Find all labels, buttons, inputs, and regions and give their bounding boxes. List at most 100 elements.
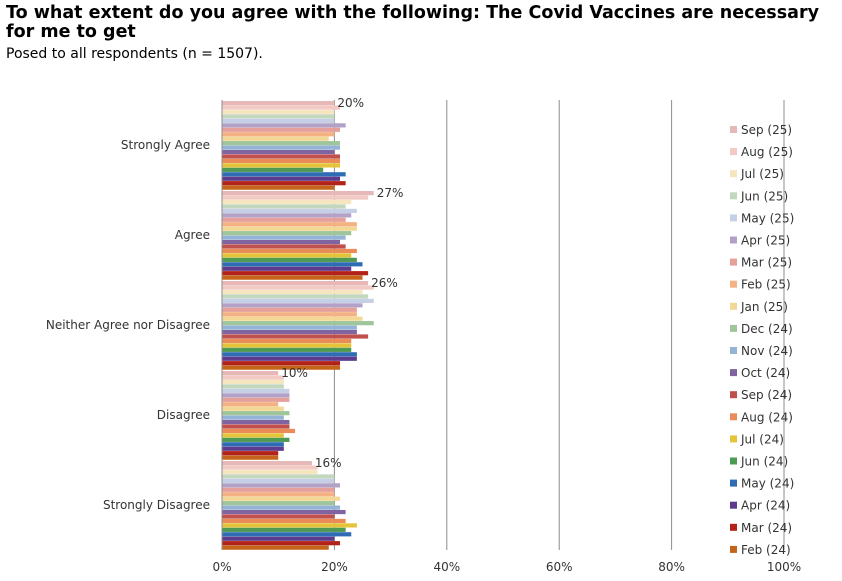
bar <box>222 213 352 218</box>
bar <box>222 437 290 442</box>
bar <box>222 195 369 200</box>
bar <box>222 446 284 451</box>
gridlines <box>333 100 785 550</box>
chart-subtitle: Posed to all respondents (n = 1507). <box>6 46 263 62</box>
x-tick-label: 60% <box>546 560 573 574</box>
bar <box>222 275 363 280</box>
bar <box>222 424 290 429</box>
legend-label: Jan (25) <box>740 300 788 314</box>
legend-label: Mar (24) <box>741 521 792 535</box>
bar <box>222 406 284 411</box>
bar <box>222 402 279 407</box>
legend-swatch <box>730 214 737 222</box>
bar <box>222 167 324 172</box>
legend-swatch <box>730 457 737 465</box>
bar <box>222 222 357 227</box>
data-label: 20% <box>337 96 364 110</box>
bar <box>222 307 357 312</box>
legend-swatch <box>730 347 737 354</box>
bar <box>222 496 341 501</box>
bar <box>222 411 290 416</box>
category-label: Agree <box>175 228 210 242</box>
bar <box>222 185 335 190</box>
bar <box>222 176 341 181</box>
legend-swatch <box>730 523 737 531</box>
category-label: Neither Agree nor Disagree <box>46 318 210 332</box>
bar <box>222 388 290 393</box>
x-tick-label: 80% <box>658 560 685 574</box>
legend-swatch <box>730 280 737 288</box>
bar <box>222 365 341 370</box>
bar <box>222 204 346 209</box>
bar <box>222 361 341 366</box>
bar <box>222 461 312 466</box>
bar <box>222 281 369 286</box>
bar <box>222 371 279 376</box>
legend-swatch <box>730 126 737 133</box>
bar <box>222 514 335 519</box>
legend-label: Feb (24) <box>741 543 791 557</box>
bar <box>222 505 341 510</box>
bar <box>222 101 335 106</box>
legend-label: Aug (24) <box>741 410 793 424</box>
bar <box>222 397 290 402</box>
x-tick-label: 20% <box>321 560 348 574</box>
bar <box>222 109 335 115</box>
bar <box>222 469 318 475</box>
bar <box>222 316 363 321</box>
bar <box>222 523 357 528</box>
legend: Sep (25) Aug (25) Jul (25) Jun (25) May (25)… <box>730 123 794 557</box>
bar <box>222 257 357 262</box>
bar <box>222 136 329 141</box>
legend-label: Jul (25) <box>740 167 784 181</box>
bar <box>222 158 341 164</box>
bar <box>222 393 290 398</box>
bar <box>222 114 335 119</box>
bar <box>222 132 335 137</box>
legend-swatch <box>730 479 737 487</box>
legend-label: Apr (24) <box>741 499 790 513</box>
bar <box>222 451 279 456</box>
bar <box>222 478 335 483</box>
legend-swatch <box>730 501 737 509</box>
legend-label: Dec (24) <box>741 322 793 336</box>
bar <box>222 455 279 460</box>
bar <box>222 172 346 177</box>
bar <box>222 285 374 290</box>
category-label: Strongly Agree <box>121 138 210 152</box>
bar <box>222 199 352 205</box>
axes: 0% 20% 40% 60% 80% 100% Strongly Agree Agree Nei… <box>46 100 801 574</box>
legend-label: Nov (24) <box>741 344 793 358</box>
bar <box>222 312 357 317</box>
bar <box>222 379 284 385</box>
bar <box>222 415 284 420</box>
legend-swatch <box>730 391 737 399</box>
bar <box>222 428 296 434</box>
bar <box>222 532 352 537</box>
bar <box>222 217 346 222</box>
bar <box>222 244 346 249</box>
legend-label: Jun (25) <box>740 189 788 203</box>
bar <box>222 248 357 254</box>
bar <box>222 419 290 425</box>
bar <box>222 266 352 271</box>
category-label: Disagree <box>157 408 210 422</box>
data-label: 26% <box>371 276 398 290</box>
bar <box>222 501 335 506</box>
bar <box>222 487 335 492</box>
bar <box>222 352 357 357</box>
bar <box>222 294 369 299</box>
bar <box>222 338 352 344</box>
bar <box>222 226 357 231</box>
data-labels: 20% 27% 26% 10% 16% <box>281 96 403 470</box>
bar <box>222 303 363 308</box>
category-label: Strongly Disagree <box>103 498 210 512</box>
data-label: 27% <box>377 186 404 200</box>
bar <box>222 163 341 168</box>
bar <box>222 127 341 132</box>
legend-label: Mar (25) <box>741 256 792 270</box>
bar <box>222 483 341 488</box>
bar <box>222 191 374 196</box>
legend-label: Sep (25) <box>741 123 792 137</box>
